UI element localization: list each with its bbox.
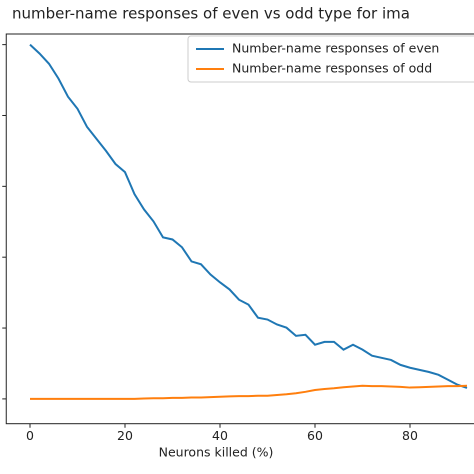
x-tick-label: 20 bbox=[117, 428, 133, 443]
legend: Number-name responses of even Number-name… bbox=[187, 35, 474, 83]
series-line bbox=[30, 384, 468, 400]
x-tick-label: 60 bbox=[307, 428, 323, 443]
plot-frame bbox=[5, 33, 474, 425]
chart-title: number-name responses of even vs odd typ… bbox=[12, 5, 410, 23]
x-tick-label: 0 bbox=[26, 428, 34, 443]
legend-label: Number-name responses of odd bbox=[232, 61, 432, 76]
legend-label: Number-name responses of even bbox=[232, 41, 439, 56]
series-line bbox=[29, 43, 468, 389]
legend-box bbox=[187, 35, 474, 83]
x-tick-label: 80 bbox=[402, 428, 418, 443]
x-tick-label: 40 bbox=[212, 428, 228, 443]
x-axis-label: Neurons killed (%) bbox=[159, 445, 274, 460]
